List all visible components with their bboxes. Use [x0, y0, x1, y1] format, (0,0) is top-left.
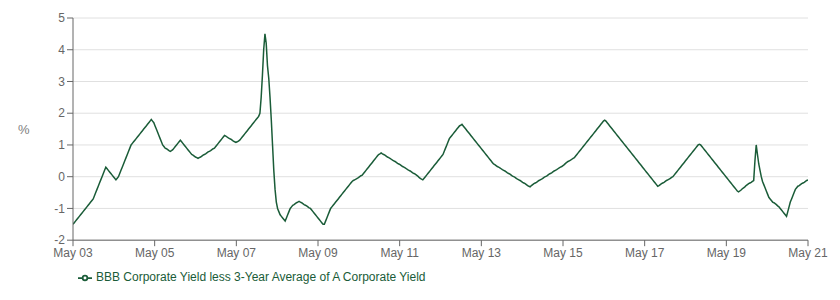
- svg-text:-2: -2: [54, 233, 65, 247]
- svg-text:May 17: May 17: [625, 246, 665, 260]
- svg-text:%: %: [18, 122, 30, 137]
- svg-text:3: 3: [58, 75, 65, 89]
- svg-text:5: 5: [58, 11, 65, 25]
- svg-text:2: 2: [58, 106, 65, 120]
- svg-text:May 13: May 13: [462, 246, 502, 260]
- svg-text:May 21: May 21: [788, 246, 828, 260]
- html-text:BBB Corporate Yield less 3-Yea: BBB Corporate Yield less 3-Year Average …: [96, 270, 426, 285]
- svg-text:May 05: May 05: [135, 246, 175, 260]
- svg-text:May 09: May 09: [298, 246, 338, 260]
- svg-text:May 11: May 11: [380, 246, 419, 260]
- svg-text:May 07: May 07: [217, 246, 257, 260]
- svg-text:May 19: May 19: [707, 246, 747, 260]
- svg-text:-1: -1: [54, 202, 65, 216]
- svg-text:0: 0: [58, 170, 65, 184]
- svg-text:1: 1: [58, 138, 65, 152]
- svg-text:May 03: May 03: [53, 246, 93, 260]
- svg-text:4: 4: [58, 43, 65, 57]
- svg-text:May 15: May 15: [543, 246, 583, 260]
